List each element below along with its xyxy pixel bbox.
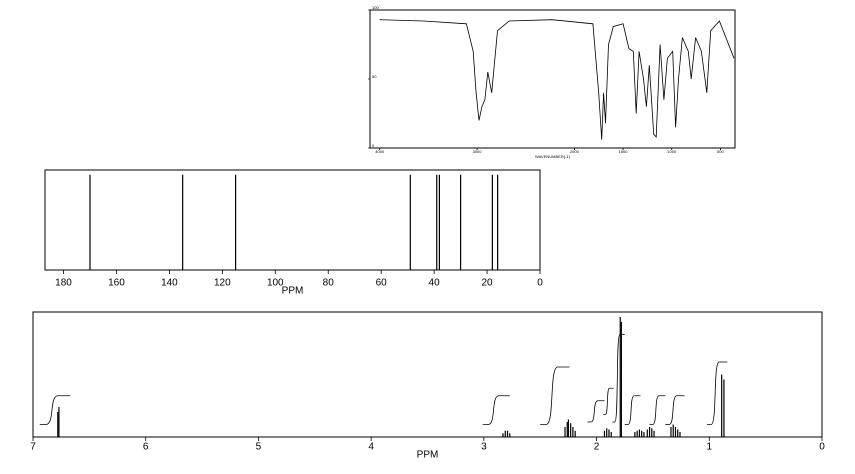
y-tick-label: 100 — [372, 5, 379, 10]
x-tick-label: 20 — [481, 278, 493, 289]
x-tick-label: 160 — [108, 278, 125, 289]
y-tick-label: 0 — [372, 143, 375, 148]
integral-curve — [39, 395, 71, 425]
x-tick-label: 500 — [717, 149, 724, 154]
y-tick-label: 50 — [372, 74, 377, 79]
x-tick-label: 3000 — [473, 149, 483, 154]
integral-curve — [482, 395, 510, 425]
x-tick-label: 1 — [707, 442, 713, 453]
x-tick-label: 1000 — [667, 149, 677, 154]
x-tick-label: 3 — [481, 442, 487, 453]
integral-curve — [624, 395, 641, 425]
integral-curve — [540, 366, 570, 425]
x-tick-label: 120 — [214, 278, 231, 289]
x-tick-label: 80 — [323, 278, 335, 289]
integral-curve — [649, 395, 666, 425]
x-tick-label: 180 — [55, 278, 72, 289]
x-tick-label: 1500 — [619, 149, 629, 154]
integral-curve — [612, 334, 625, 423]
x-tick-label: 0 — [819, 442, 825, 453]
x-tick-label: 0 — [537, 278, 543, 289]
x-tick-label: 2 — [594, 442, 600, 453]
x-axis-label: WAVENUMBER(-1) — [535, 154, 571, 159]
x-axis-label: PPM — [282, 286, 304, 297]
plot-frame — [369, 9, 736, 149]
x-tick-label: 4 — [368, 442, 374, 453]
x-tick-label: 60 — [376, 278, 388, 289]
plot-frame — [32, 311, 823, 438]
integral-curve — [603, 387, 614, 415]
x-tick-label: 7 — [30, 442, 36, 453]
x-tick-label: 6 — [143, 442, 149, 453]
x-tick-label: 40 — [429, 278, 441, 289]
x-tick-label: 140 — [161, 278, 178, 289]
integral-curve — [707, 361, 728, 425]
integral-curve — [587, 400, 605, 423]
x-axis-label: PPM — [417, 450, 439, 461]
spectrum-line — [379, 19, 735, 140]
x-tick-label: 2000 — [570, 149, 580, 154]
integral-curve — [665, 395, 685, 425]
x-tick-label: 100 — [267, 278, 284, 289]
x-tick-label: 4000 — [375, 149, 385, 154]
plot-frame — [44, 169, 541, 271]
x-tick-label: 5 — [256, 442, 262, 453]
